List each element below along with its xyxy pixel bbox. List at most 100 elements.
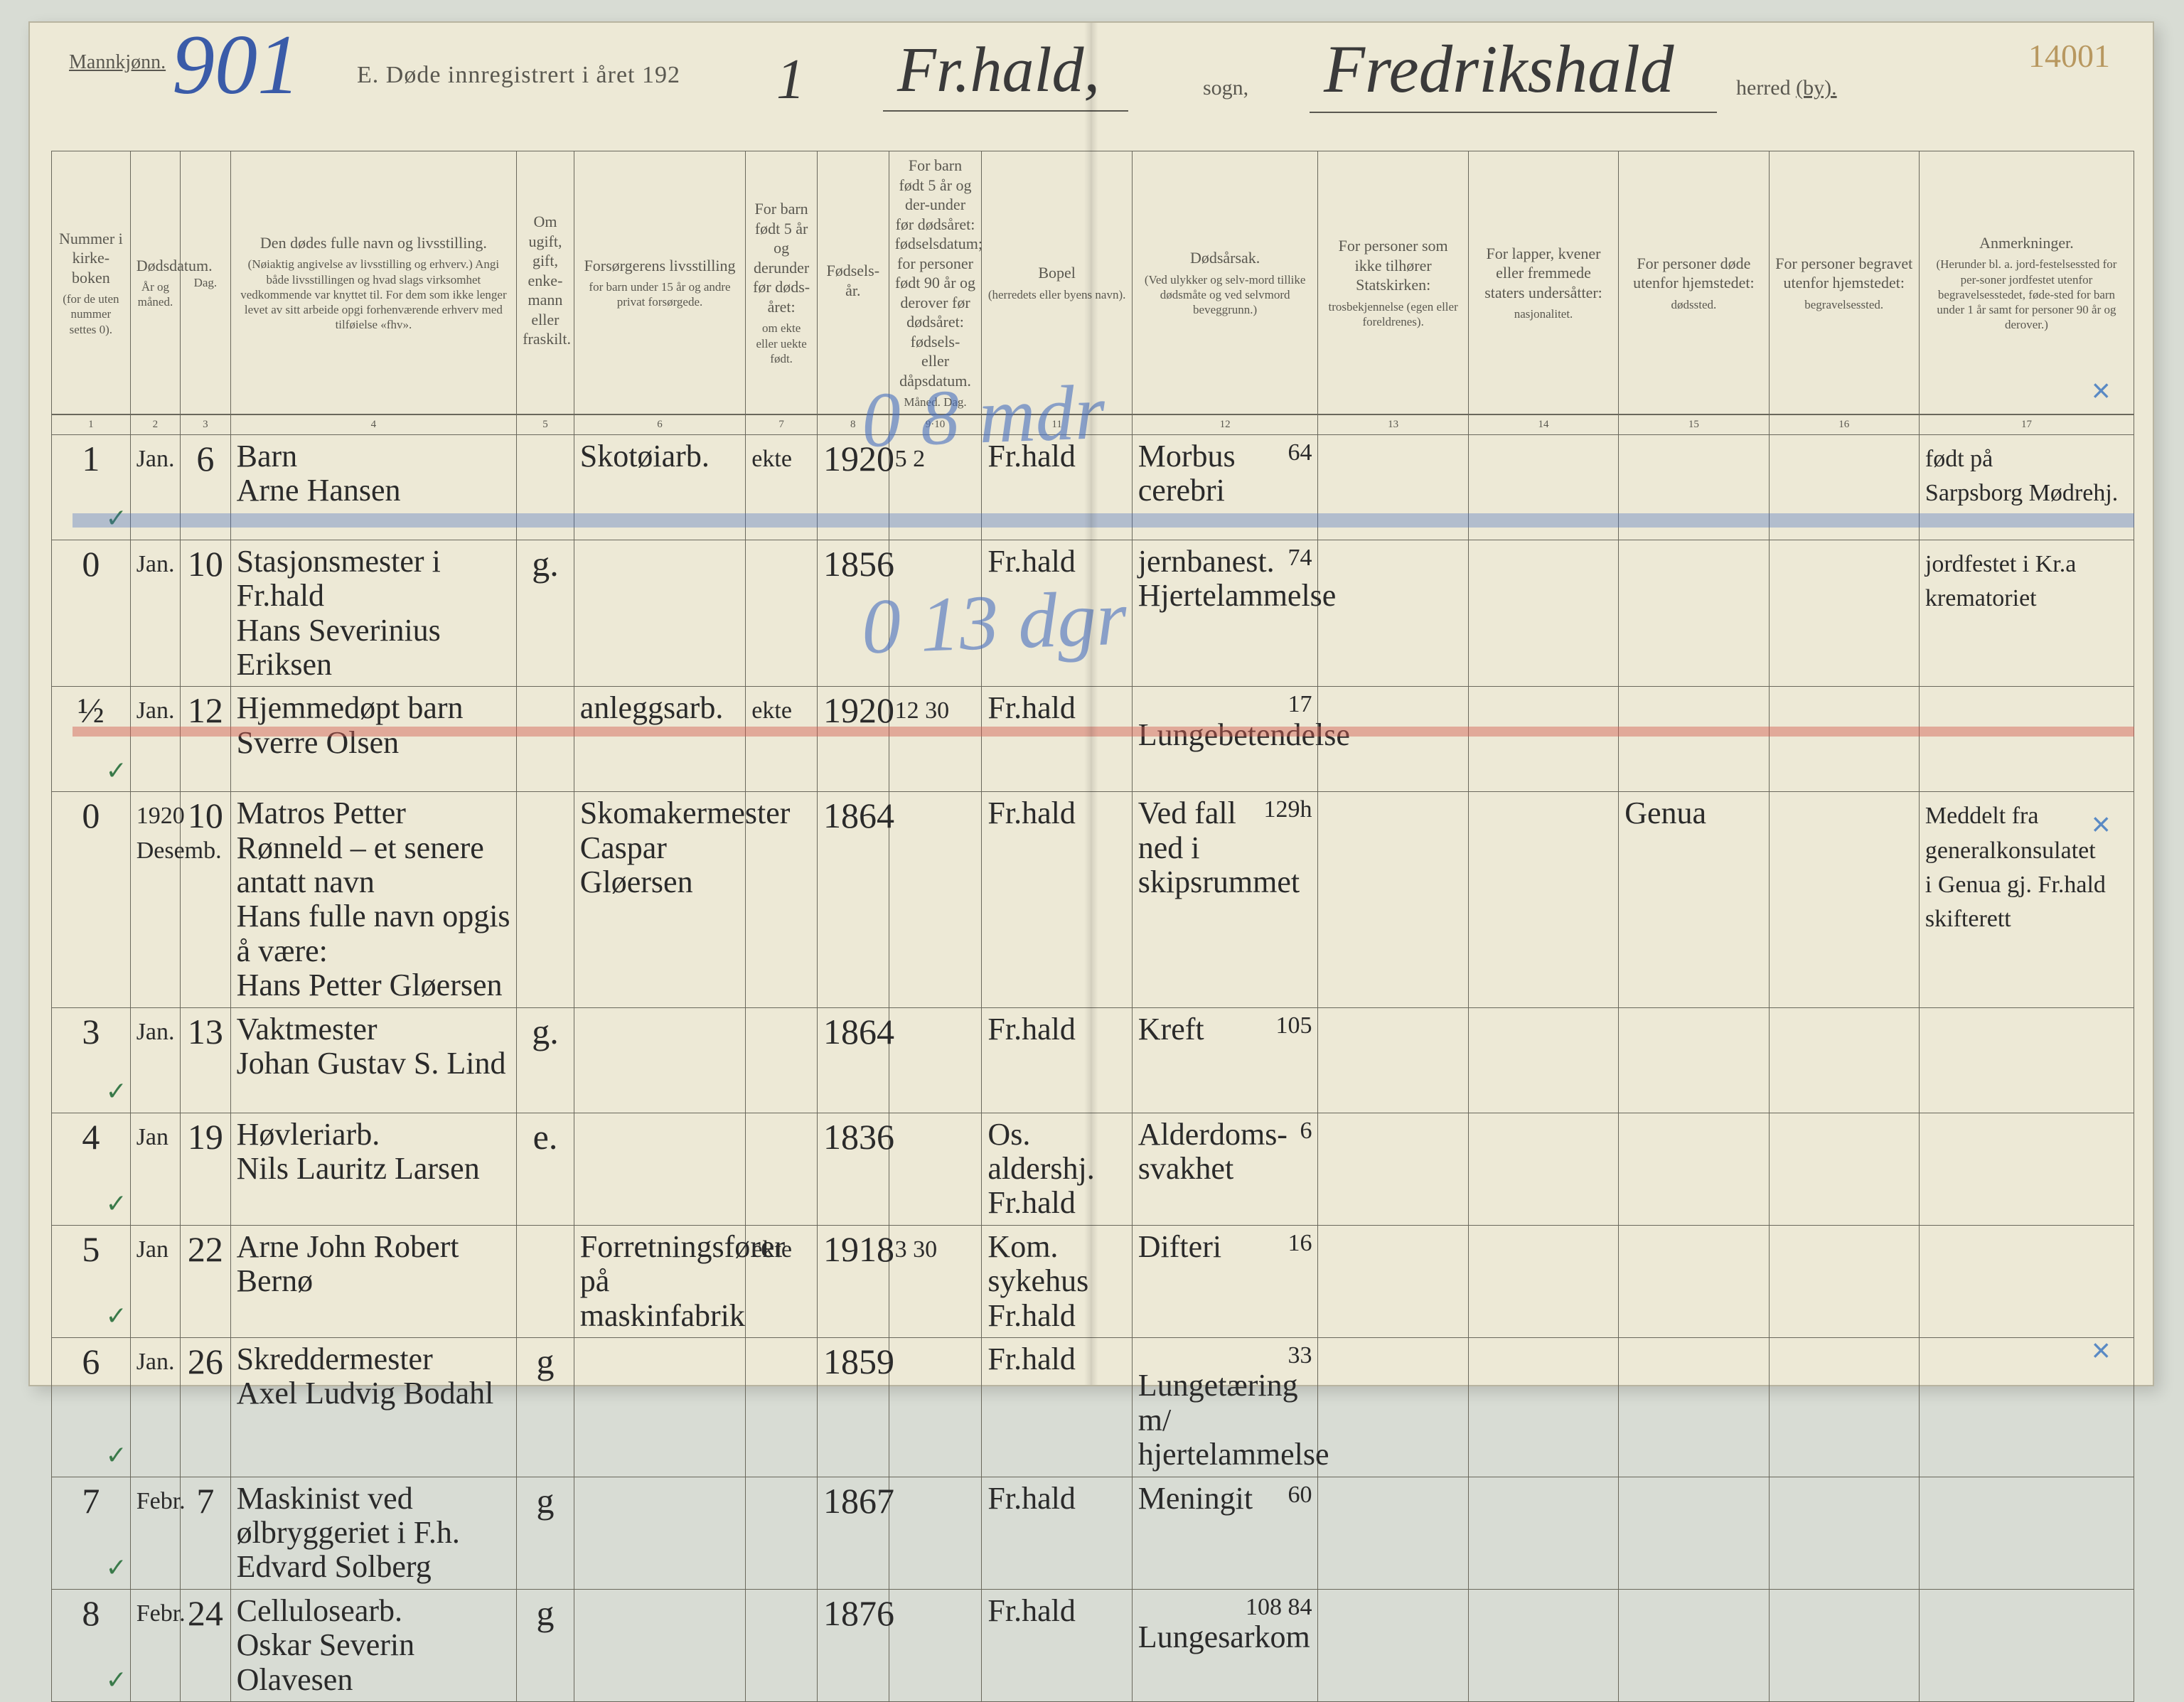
col-header-5: Om ugift, gift, enke-mann eller fraskilt… — [517, 151, 574, 415]
col-title: Om ugift, gift, enke-mann eller fraskilt… — [523, 212, 568, 349]
birth-year: 1864 — [817, 1007, 889, 1113]
death-day: 6 — [181, 434, 230, 540]
herred-label-by: (by). — [1796, 76, 1836, 100]
confession — [1318, 1007, 1468, 1113]
cause-of-death: 60Meningit — [1132, 1477, 1318, 1589]
header-row: Nummer i kirke-boken(for de uten nummer … — [52, 151, 2134, 415]
col-title: Forsørgerens livsstilling — [580, 256, 740, 276]
legitimacy — [746, 1589, 818, 1701]
col-header-3: Dag. — [181, 151, 230, 415]
birth-year: 1920 — [817, 434, 889, 540]
birth-date: 3 30 — [889, 1225, 982, 1337]
entry-number: 5 — [52, 1225, 131, 1337]
title-prefix: E. Døde innregistrert i året 192 — [357, 62, 680, 89]
cause-of-death: 129hVed fall ned iskipsrummet — [1132, 792, 1318, 1007]
register-table: Nummer i kirke-boken(for de uten nummer … — [51, 151, 2134, 1702]
nationality — [1468, 1113, 1618, 1225]
col-header-13: For lapper, kvener eller fremmede stater… — [1468, 151, 1618, 415]
birth-date — [889, 1477, 982, 1589]
burial-place — [1769, 434, 1919, 540]
place-of-death — [1619, 1113, 1769, 1225]
confession — [1318, 1477, 1468, 1589]
birth-year: 1836 — [817, 1113, 889, 1225]
death-day: 22 — [181, 1225, 230, 1337]
name-and-occupation: Stasjonsmester i Fr.haldHans Severinius … — [230, 540, 517, 687]
corner-number: 14001 — [2028, 37, 2110, 75]
legitimacy: ekte — [746, 434, 818, 540]
register-page: Mannkjønn. 901 E. Døde innregistrert i å… — [28, 21, 2154, 1386]
name-and-occupation: Maskinist ved ølbryggeriet i F.h.Edvard … — [230, 1477, 517, 1589]
birth-date — [889, 1589, 982, 1701]
death-month: Jan — [130, 1113, 180, 1225]
burial-place — [1769, 1477, 1919, 1589]
remarks — [1919, 1225, 2134, 1337]
col-header-8: Fødsels-år. — [817, 151, 889, 415]
table-row: 7Febr.7Maskinist ved ølbryggeriet i F.h.… — [52, 1477, 2134, 1589]
table-row: 6Jan.26SkreddermesterAxel Ludvig Bodahlg… — [52, 1338, 2134, 1477]
birth-date: 5 2 — [889, 434, 982, 540]
table-row: 01920Desemb.10Matros Petter Rønneld – et… — [52, 792, 2134, 1007]
cause-of-death: 105Kreft — [1132, 1007, 1318, 1113]
residence: Os. aldershj.Fr.hald — [982, 1113, 1132, 1225]
col-sub: Måned. Dag. — [895, 395, 976, 410]
cause-of-death: 108 84Lungesarkom — [1132, 1589, 1318, 1701]
death-month: Jan. — [130, 540, 180, 687]
burial-place — [1769, 540, 1919, 687]
sogn-label: sogn, — [1203, 76, 1248, 100]
entry-number: 6 — [52, 1338, 131, 1477]
burial-place — [1769, 1225, 1919, 1337]
col-sub: om ekte eller uekte født. — [751, 321, 811, 366]
page-header: Mannkjønn. 901 E. Døde innregistrert i å… — [30, 23, 2153, 151]
cause-of-death: 6Alderdoms-svakhet — [1132, 1113, 1318, 1225]
col-number-8: 8 — [817, 414, 889, 434]
nationality — [1468, 540, 1618, 687]
birth-year: 1864 — [817, 792, 889, 1007]
civil-status — [517, 434, 574, 540]
nationality — [1468, 1007, 1618, 1113]
birth-date — [889, 540, 982, 687]
death-month: Jan. — [130, 687, 180, 792]
civil-status: g — [517, 1589, 574, 1701]
entry-number: 1 — [52, 434, 131, 540]
col-title: For personer døde utenfor hjemstedet: — [1624, 254, 1762, 293]
name-and-occupation: VaktmesterJohan Gustav S. Lind — [230, 1007, 517, 1113]
col-title: Den dødes fulle navn og livsstilling. — [237, 233, 511, 253]
death-month: Jan. — [130, 434, 180, 540]
name-and-occupation: Arne John Robert Bernø — [230, 1225, 517, 1337]
col-number-7: 7 — [746, 414, 818, 434]
place-of-death — [1619, 434, 1769, 540]
col-title: For barn født 5 år og der-under før døds… — [895, 156, 976, 390]
col-sub: dødssted. — [1624, 297, 1762, 312]
table-row: 5Jan22Arne John Robert BernøForretningsf… — [52, 1225, 2134, 1337]
legitimacy — [746, 540, 818, 687]
cause-of-death: 17Lungebetendelse — [1132, 687, 1318, 792]
col-title: Dødsdatum. — [136, 256, 174, 276]
col-header-4: Den dødes fulle navn og livsstilling.(Nø… — [230, 151, 517, 415]
table-body: 1Jan.6BarnArne HansenSkotøiarb.ekte19205… — [52, 434, 2134, 1701]
col-sub: nasjonalitet. — [1474, 306, 1612, 321]
residence: Fr.hald — [982, 792, 1132, 1007]
birth-year: 1856 — [817, 540, 889, 687]
death-day: 26 — [181, 1338, 230, 1477]
confession — [1318, 687, 1468, 792]
birth-date — [889, 1007, 982, 1113]
col-title: Nummer i kirke-boken — [58, 229, 124, 288]
herred-label-a: herred — [1736, 76, 1796, 100]
col-header-15: For personer begravet utenfor hjemstedet… — [1769, 151, 1919, 415]
birth-date — [889, 1338, 982, 1477]
residence: Fr.hald — [982, 687, 1132, 792]
birth-year: 1920 — [817, 687, 889, 792]
herred-label: herred (by). — [1736, 76, 1837, 100]
residence: Fr.hald — [982, 1589, 1132, 1701]
col-sub: (Ved ulykker og selv-mord tillike dødsmå… — [1138, 272, 1312, 318]
col-title: For personer som ikke tilhører Statskirk… — [1324, 236, 1462, 295]
col-number-13: 14 — [1468, 414, 1618, 434]
birth-year: 1859 — [817, 1338, 889, 1477]
col-header-9: For barn født 5 år og der-under før døds… — [889, 151, 982, 415]
remarks — [1919, 687, 2134, 792]
residence: Fr.hald — [982, 1338, 1132, 1477]
birth-date: 12 30 — [889, 687, 982, 792]
table-row: ½Jan.12Hjemmedøpt barnSverre Olsenanlegg… — [52, 687, 2134, 792]
legitimacy — [746, 1338, 818, 1477]
death-day: 10 — [181, 792, 230, 1007]
